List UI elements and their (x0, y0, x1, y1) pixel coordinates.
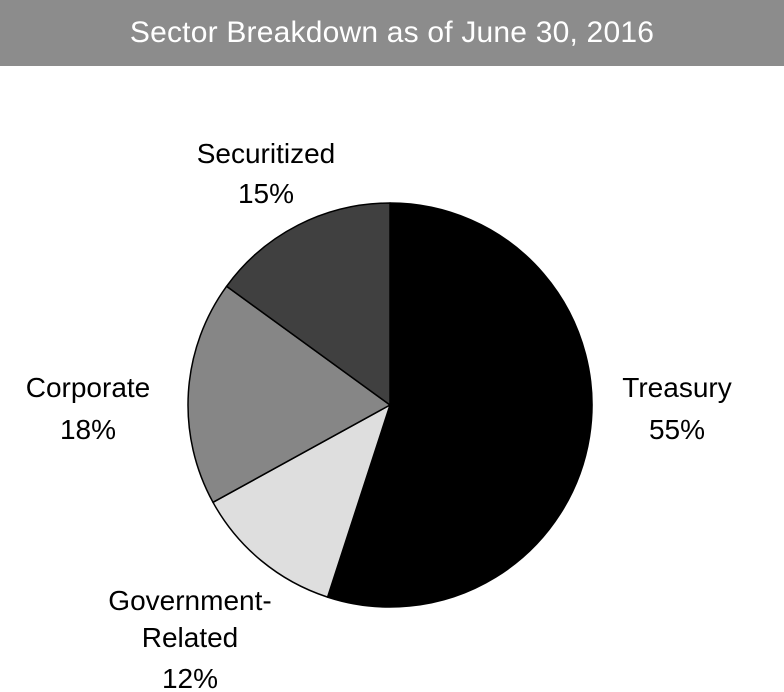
pie-slices (187, 202, 593, 608)
slice-name-government-related-line2: Related (142, 622, 239, 653)
slice-value-securitized: 15% (238, 178, 294, 209)
chart-title: Sector Breakdown as of June 30, 2016 (129, 16, 655, 49)
slice-name-securitized: Securitized (197, 138, 336, 169)
slice-name-treasury: Treasury (622, 372, 731, 403)
slice-value-government-related: 12% (162, 663, 218, 692)
pie-slice-securitized (225, 202, 391, 406)
slice-label-treasury: Treasury (622, 372, 731, 403)
slice-name-government-related-line1: Government- (108, 585, 271, 616)
pie-slice-corporate (187, 285, 391, 504)
pie-slice-treasury (326, 202, 593, 608)
slice-value-corporate: 18% (60, 414, 116, 445)
slice-value-treasury: 55% (649, 414, 705, 445)
slice-name-corporate: Corporate (26, 372, 151, 403)
pie-slice-government-related (212, 404, 391, 598)
chart-title-bar: Sector Breakdown as of June 30, 2016 (0, 0, 784, 66)
